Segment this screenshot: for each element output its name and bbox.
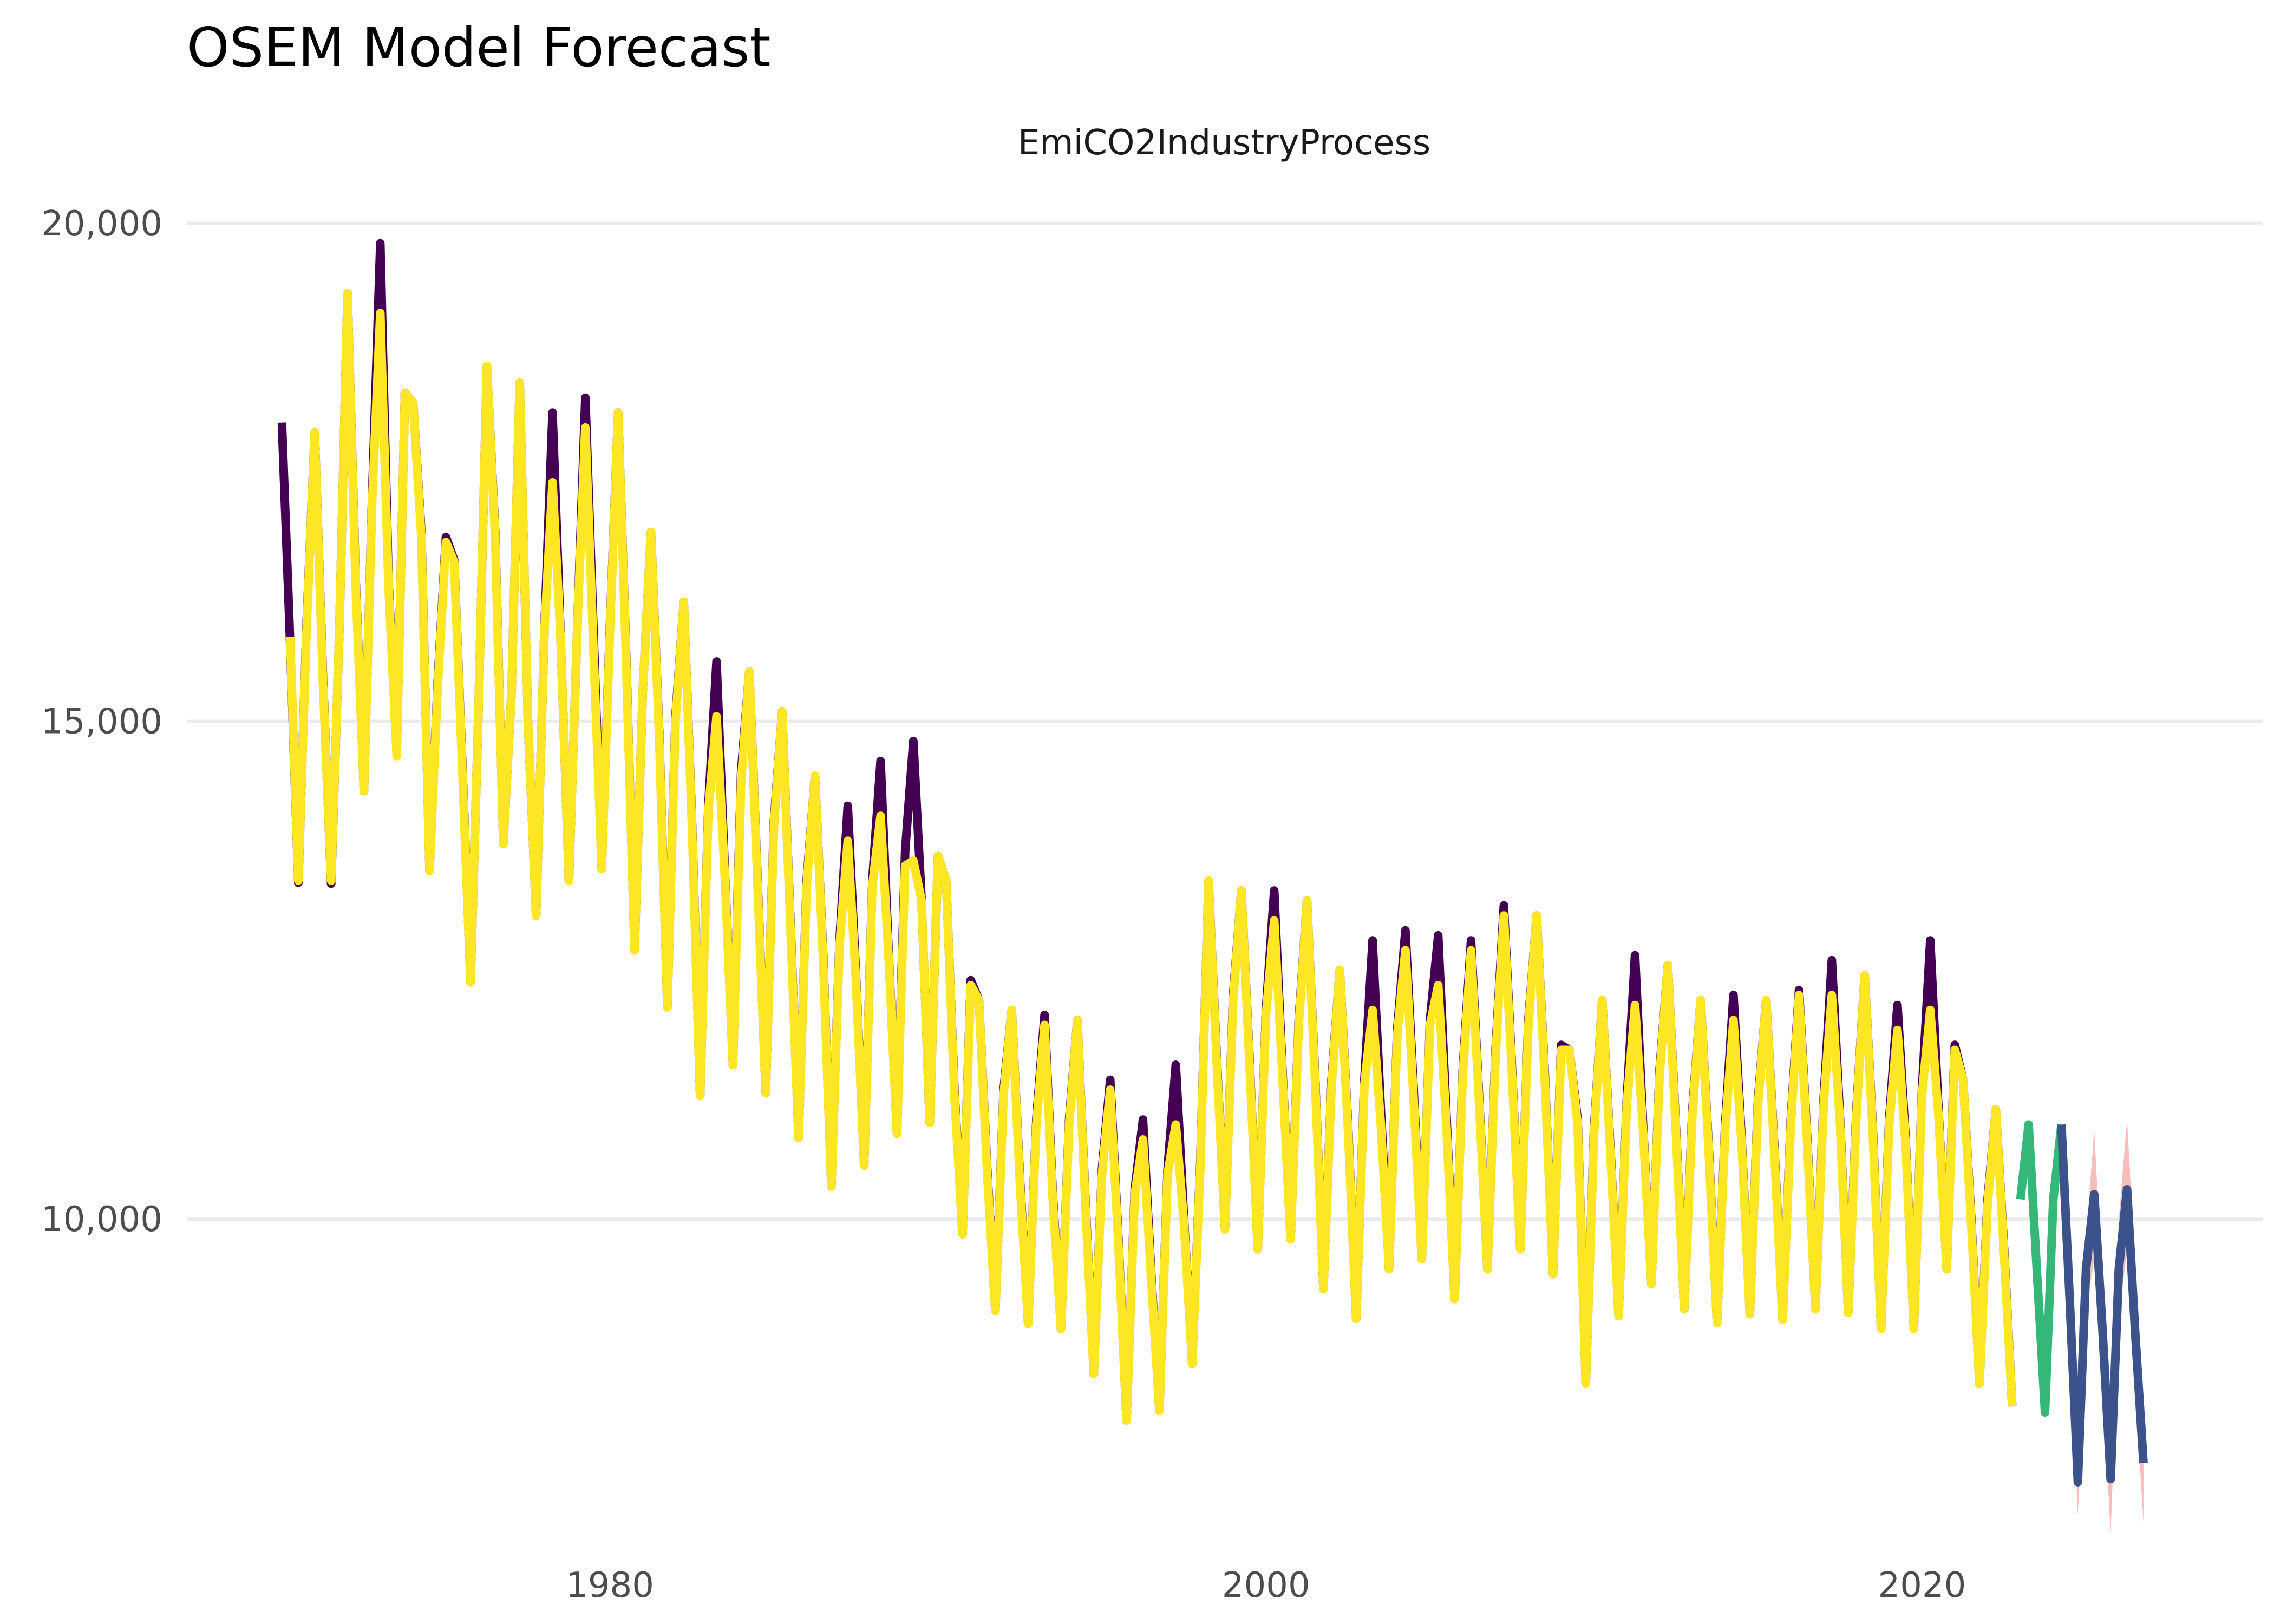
chart-title: OSEM Model Forecast bbox=[187, 16, 771, 79]
holdout-series-line bbox=[2016, 1120, 2066, 1417]
x-tick-label: 1980 bbox=[566, 1566, 654, 1606]
y-tick-label: 15,000 bbox=[41, 702, 162, 742]
series-lines bbox=[277, 239, 2148, 1487]
x-tick-label: 2020 bbox=[1878, 1566, 1966, 1606]
forecast-series-line bbox=[2057, 1124, 2148, 1487]
y-tick-label: 20,000 bbox=[41, 204, 162, 244]
y-tick-label: 10,000 bbox=[41, 1200, 162, 1240]
fitted-series-line bbox=[285, 289, 2017, 1425]
axis-labels: 10,000 15,000 20,000 1980 2000 2020 bbox=[41, 204, 1966, 1606]
facet-strip-label: EmiCO2IndustryProcess bbox=[1018, 123, 1430, 163]
x-tick-label: 2000 bbox=[1222, 1566, 1310, 1606]
